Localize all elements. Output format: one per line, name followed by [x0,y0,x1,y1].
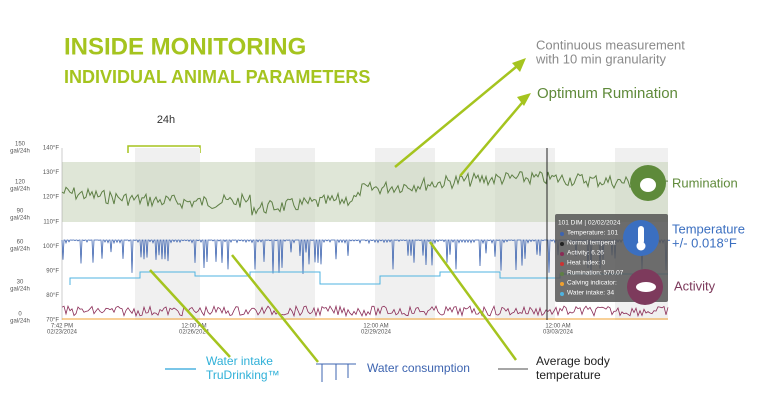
legend-label: Water consumption [367,361,470,375]
tooltip-dot [560,252,564,256]
pointer [149,269,231,358]
x-tick-label: 02/26/2024 [179,330,210,336]
x-tick-label: 7:42 PM [51,324,73,330]
side-label: Activity [674,278,716,293]
title: INSIDE MONITORING [64,33,306,60]
tooltip-text: Activity: 6.26 [567,250,604,257]
cow-head [640,178,656,192]
y-tick-label: 120°F [43,195,59,201]
y2-tick-label: 90 [17,209,24,215]
rumination-line [61,171,669,216]
tooltip-dot [560,262,564,266]
y-tick-label: 130°F [43,170,59,176]
tooltip-dot [560,282,564,286]
y-tick-label: 140°F [43,146,59,152]
side-label: +/- 0.018°F [672,235,737,250]
y-tick-label: 110°F [43,219,59,225]
tooltip-dot [560,242,564,246]
y2-tick-label: 150 [15,142,26,148]
tooltip-text: Water intake: 34 [567,290,614,297]
tooltip-dot [560,272,564,276]
pointer [428,241,518,361]
x-tick-label: 03/03/2024 [543,330,574,336]
overlay: 101 DIM | 02/02/2024 Temperature: 101 Norm… [149,58,745,382]
pointer [231,254,319,363]
water-intake-line [69,271,668,285]
tooltip-text: Temperature: 101 [567,230,618,237]
y-tick-label: 100°F [43,244,59,250]
x-tick-label: 12:00 AM [181,324,206,330]
note: Optimum Rumination [537,85,678,102]
x-tick-label: 02/23/2024 [47,330,78,336]
window-label: 24h [157,114,175,126]
side-label: Temperature [672,221,745,236]
legend-swatch [316,363,356,382]
tooltip-text: Heat index: 0 [567,260,606,267]
y2-tick-label: gal/24h [10,247,30,253]
subtitle: INDIVIDUAL ANIMAL PARAMETERS [64,67,370,87]
y2-tick-label: 0 [18,312,22,318]
pointer [459,96,528,177]
legend-label: Average body [536,354,610,368]
x-tick-label: 12:00 AM [363,324,388,330]
y2-tick-label: gal/24h [10,287,30,293]
side-label: Rumination [672,175,738,190]
activity-line [61,304,669,318]
y-tick-label: 90°F [46,268,59,274]
y-tick-label: 80°F [46,293,59,299]
arrow-head [512,58,526,72]
pointer [394,61,523,168]
note: Continuous measurement [536,37,685,52]
optimum-band [62,162,668,222]
y2-tick-label: gal/24h [10,319,30,325]
legend-label: TruDrinking™ [206,368,280,382]
tooltip-text: Rumination: 570.07 [567,270,624,277]
thermometer [638,226,644,244]
tooltip-text: Calving indicator: [567,280,617,287]
y2-tick-label: 60 [17,240,24,246]
y2-tick-label: gal/24h [10,149,30,155]
thermometer-bulb [636,241,646,251]
legend-label: temperature [536,368,601,382]
tooltip-text: Normal temperat [567,240,616,247]
y2-tick-label: gal/24h [10,187,30,193]
x-tick-label: 12:00 AM [545,324,570,330]
arrow-head [517,93,531,106]
note: with 10 min granularity [535,51,667,66]
cow-body [636,282,656,292]
tooltip-dot [560,232,564,236]
x-tick-label: 02/29/2024 [361,330,392,336]
y-tick-label: 70°F [46,318,59,324]
tooltip-dot [560,292,564,296]
legend-label: Water intake [206,354,273,368]
y2-tick-label: 120 [15,180,26,186]
y2-tick-label: gal/24h [10,216,30,222]
tooltip-text: 101 DIM | 02/02/2024 [558,220,621,227]
y2-tick-label: 30 [17,280,24,286]
